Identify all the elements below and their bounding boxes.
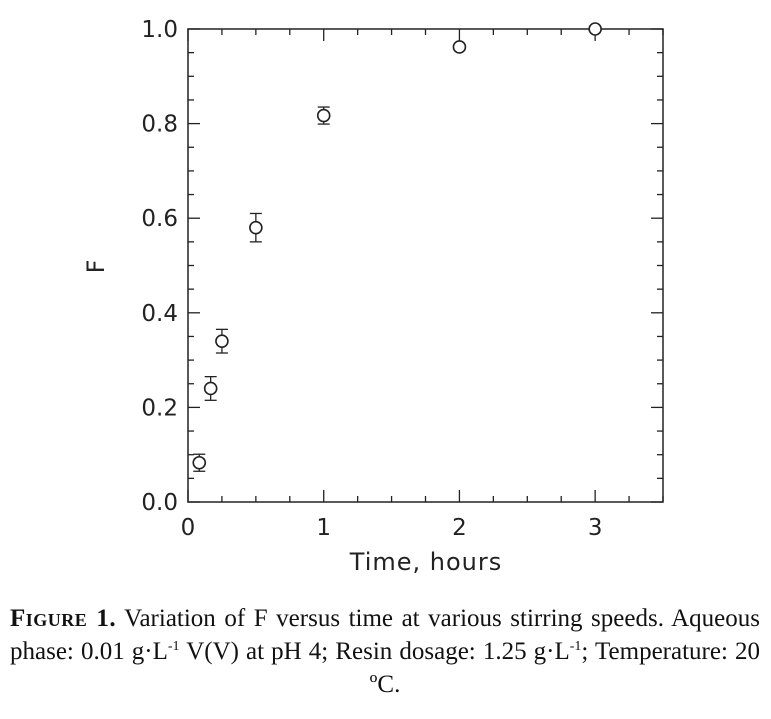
data-point [192, 455, 207, 470]
chart: 0 1 2 3 0.0 0.2 0.4 0.6 0.8 1.0 Time, hours F [82, 17, 664, 576]
data-point [452, 40, 467, 54]
x-tick-label: 1 [316, 515, 331, 541]
y-tick-label: 0.4 [141, 301, 178, 327]
data-points [192, 22, 602, 472]
data-point [249, 220, 263, 235]
x-tick-labels: 0 1 2 3 [181, 515, 603, 541]
caption-label: Figure 1. [10, 605, 117, 632]
data-point [203, 381, 218, 396]
data-point [316, 108, 331, 123]
x-tick-label: 0 [181, 515, 196, 541]
y-tick-label: 0.0 [141, 490, 178, 516]
caption-text-2: V(V) at pH 4; Resin dosage: 1.25 g·L [179, 638, 570, 665]
x-axis-label: Time, hours [349, 548, 502, 576]
figure-caption: Figure 1. Variation of F versus time at … [10, 602, 760, 701]
data-point [588, 22, 602, 36]
y-tick-labels: 0.0 0.2 0.4 0.6 0.8 1.0 [141, 17, 178, 516]
plot-frame [187, 28, 664, 503]
y-tick-label: 0.2 [141, 395, 178, 421]
x-tick-label: 3 [588, 515, 603, 541]
axis-ticks [187, 28, 664, 503]
data-point [215, 334, 229, 348]
y-axis-label: F [82, 259, 110, 274]
x-tick-label: 2 [452, 515, 467, 541]
y-tick-label: 0.8 [141, 112, 178, 138]
caption-sup-1: -1 [167, 639, 180, 654]
caption-text-1: Variation of F versus time at various st… [10, 605, 761, 665]
caption-sup-2: -1 [569, 639, 582, 654]
caption-text-3: ; Temperature: 20 ºC. [369, 638, 760, 698]
y-tick-label: 1.0 [141, 17, 178, 43]
y-tick-label: 0.6 [141, 206, 178, 232]
